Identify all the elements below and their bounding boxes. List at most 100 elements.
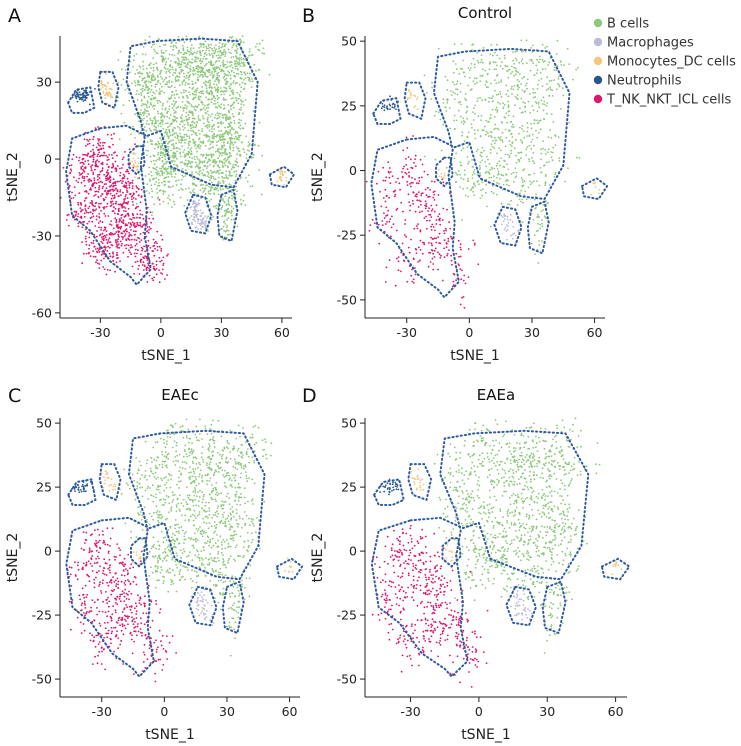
point-b-cells	[190, 129, 192, 132]
point-b-cells	[554, 134, 556, 137]
point-t-nk-nkt-icl-cells	[101, 161, 104, 164]
point-b-cells	[192, 131, 195, 134]
point-b-cells	[145, 104, 148, 106]
point-b-cells	[169, 199, 171, 201]
point-b-cells	[221, 197, 224, 200]
point-macrophages	[192, 200, 195, 203]
point-t-nk-nkt-icl-cells	[106, 163, 108, 166]
point-b-cells	[222, 177, 224, 179]
point-neutrophils	[381, 105, 384, 108]
point-b-cells	[524, 84, 527, 87]
point-b-cells	[172, 144, 175, 146]
point-t-nk-nkt-icl-cells	[80, 204, 83, 206]
point-t-nk-nkt-icl-cells	[110, 220, 112, 223]
point-t-nk-nkt-icl-cells	[68, 184, 71, 187]
point-t-nk-nkt-icl-cells	[81, 209, 84, 211]
point-b-cells	[472, 171, 475, 173]
point-t-nk-nkt-icl-cells	[105, 205, 108, 208]
point-t-nk-nkt-icl-cells	[428, 242, 430, 244]
point-b-cells	[204, 75, 207, 78]
point-t-nk-nkt-icl-cells	[87, 140, 90, 142]
point-b-cells	[153, 183, 156, 186]
point-b-cells	[464, 173, 466, 176]
point-b-cells	[239, 177, 242, 180]
point-b-cells	[489, 113, 492, 116]
point-t-nk-nkt-icl-cells	[152, 279, 155, 282]
point-t-nk-nkt-icl-cells	[140, 239, 143, 242]
point-b-cells	[134, 82, 137, 84]
point-b-cells	[229, 132, 232, 135]
point-b-cells	[234, 75, 237, 78]
point-t-nk-nkt-icl-cells	[85, 154, 87, 156]
point-b-cells	[196, 70, 199, 73]
point-b-cells	[208, 71, 211, 74]
point-t-nk-nkt-icl-cells	[158, 245, 161, 248]
point-b-cells	[248, 50, 251, 53]
point-b-cells	[506, 121, 508, 124]
point-monocytes-dc-cells	[135, 165, 138, 168]
point-b-cells	[576, 156, 578, 159]
point-b-cells	[142, 46, 145, 48]
point-b-cells	[229, 94, 231, 97]
point-b-cells	[161, 107, 164, 110]
point-b-cells	[228, 122, 231, 125]
point-b-cells	[499, 90, 501, 93]
point-t-nk-nkt-icl-cells	[114, 270, 116, 273]
point-b-cells	[206, 462, 208, 464]
point-b-cells	[140, 92, 143, 94]
point-b-cells	[497, 172, 500, 175]
point-b-cells	[188, 75, 191, 78]
point-t-nk-nkt-icl-cells	[92, 144, 95, 147]
point-b-cells	[162, 191, 165, 193]
point-b-cells	[213, 74, 215, 77]
point-b-cells	[150, 174, 153, 177]
point-t-nk-nkt-icl-cells	[412, 202, 414, 205]
point-b-cells	[536, 136, 539, 139]
point-t-nk-nkt-icl-cells	[434, 229, 436, 232]
point-t-nk-nkt-icl-cells	[92, 138, 94, 141]
point-b-cells	[461, 68, 464, 70]
point-b-cells	[535, 129, 537, 132]
point-t-nk-nkt-icl-cells	[106, 193, 108, 196]
point-b-cells	[179, 66, 182, 68]
point-b-cells	[160, 51, 163, 54]
point-t-nk-nkt-icl-cells	[127, 180, 130, 183]
point-b-cells	[148, 173, 151, 176]
point-b-cells	[159, 174, 161, 177]
point-b-cells	[135, 93, 138, 95]
point-b-cells	[542, 147, 544, 150]
point-t-nk-nkt-icl-cells	[131, 238, 133, 241]
point-t-nk-nkt-icl-cells	[106, 269, 109, 271]
point-neutrophils	[82, 94, 85, 97]
point-b-cells	[222, 182, 225, 184]
point-t-nk-nkt-icl-cells	[417, 261, 419, 263]
point-b-cells	[505, 112, 508, 115]
point-b-cells	[218, 493, 220, 495]
point-b-cells	[479, 172, 481, 175]
point-t-nk-nkt-icl-cells	[122, 156, 125, 159]
point-b-cells	[553, 79, 556, 82]
point-t-nk-nkt-icl-cells	[99, 233, 102, 236]
point-b-cells	[161, 466, 164, 469]
point-b-cells	[155, 89, 158, 92]
point-neutrophils	[73, 92, 76, 95]
point-t-nk-nkt-icl-cells	[92, 215, 95, 218]
point-b-cells	[173, 145, 175, 148]
point-b-cells	[461, 219, 463, 221]
point-b-cells	[553, 176, 556, 178]
point-b-cells	[460, 149, 463, 152]
point-t-nk-nkt-icl-cells	[432, 226, 435, 228]
point-b-cells	[423, 74, 426, 77]
point-b-cells	[154, 466, 157, 469]
point-t-nk-nkt-icl-cells	[127, 244, 130, 247]
point-b-cells	[532, 62, 535, 65]
point-b-cells	[507, 100, 509, 103]
point-b-cells	[171, 129, 174, 132]
point-b-cells	[218, 47, 220, 50]
point-b-cells	[168, 117, 171, 119]
point-t-nk-nkt-icl-cells	[136, 260, 139, 263]
point-b-cells	[174, 156, 177, 158]
point-macrophages	[503, 213, 505, 216]
point-b-cells	[242, 104, 245, 106]
point-b-cells	[185, 52, 188, 55]
